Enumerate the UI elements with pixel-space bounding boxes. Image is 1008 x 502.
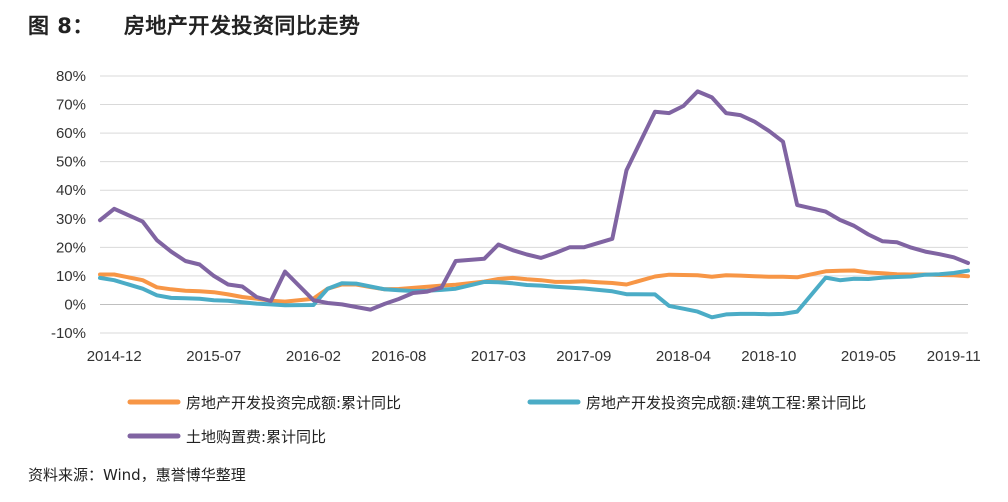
y-tick-label: -10% <box>51 325 86 342</box>
line-chart: -10%0%10%20%30%40%50%60%70%80% 2014-12 20… <box>51 68 981 446</box>
legend-label: 土地购置费:累计同比 <box>186 428 326 446</box>
x-tick-label: 2018-10 <box>741 348 796 365</box>
y-tick-label: 80% <box>56 68 86 85</box>
series-line-2 <box>98 268 970 320</box>
legend: 房地产开发投资完成额:累计同比 房地产开发投资完成额:建筑工程:累计同比土地购置费… <box>127 394 866 446</box>
x-tick-label: 2017-09 <box>556 348 611 365</box>
legend-item-1: 房地产开发投资完成额:累计同比 <box>127 394 401 412</box>
series-line-3 <box>98 89 970 312</box>
y-tick-label: 30% <box>56 211 86 228</box>
legend-item-2: 房地产开发投资完成额:建筑工程:累计同比 <box>527 394 866 412</box>
series-line-1 <box>98 268 970 304</box>
x-tick-label: 2016-08 <box>371 348 426 365</box>
legend-label: 房地产开发投资完成额:累计同比 <box>186 394 401 412</box>
figure-label: 图 8： <box>28 14 94 38</box>
series-lines <box>98 89 970 320</box>
y-tick-label: 0% <box>64 296 86 313</box>
x-tick-label: 2018-04 <box>656 348 711 365</box>
source-note: 资料来源：Wind，惠誉博华整理 <box>28 466 246 484</box>
legend-item-3: 土地购置费:累计同比 <box>127 428 326 446</box>
y-axis-ticks: -10% 0% 10% 20% 30% 40% 50% 60% 70% 80% <box>51 68 86 342</box>
x-tick-label: 2019-11 <box>927 348 981 365</box>
chart-title: 房地产开发投资同比走势 <box>123 14 361 38</box>
figure-title: 图 8： 房地产开发投资同比走势 <box>28 10 360 40</box>
y-tick-label: 70% <box>56 97 86 114</box>
y-tick-label: 20% <box>56 239 86 256</box>
x-tick-label: 2015-07 <box>186 348 241 365</box>
x-tick-label: 2016-02 <box>286 348 341 365</box>
x-tick-label: 2017-03 <box>471 348 526 365</box>
x-tick-label: 2019-05 <box>841 348 896 365</box>
x-tick-label: 2014-12 <box>87 348 142 365</box>
y-tick-label: 50% <box>56 154 86 171</box>
y-tick-label: 10% <box>56 268 86 285</box>
x-axis-ticks: 2014-12 2015-07 2016-02 2016-08 2017-03 2017-… <box>87 348 981 365</box>
y-tick-label: 40% <box>56 182 86 199</box>
y-tick-label: 60% <box>56 125 86 142</box>
gridlines <box>100 75 968 334</box>
legend-label: 房地产开发投资完成额:建筑工程:累计同比 <box>586 394 866 412</box>
